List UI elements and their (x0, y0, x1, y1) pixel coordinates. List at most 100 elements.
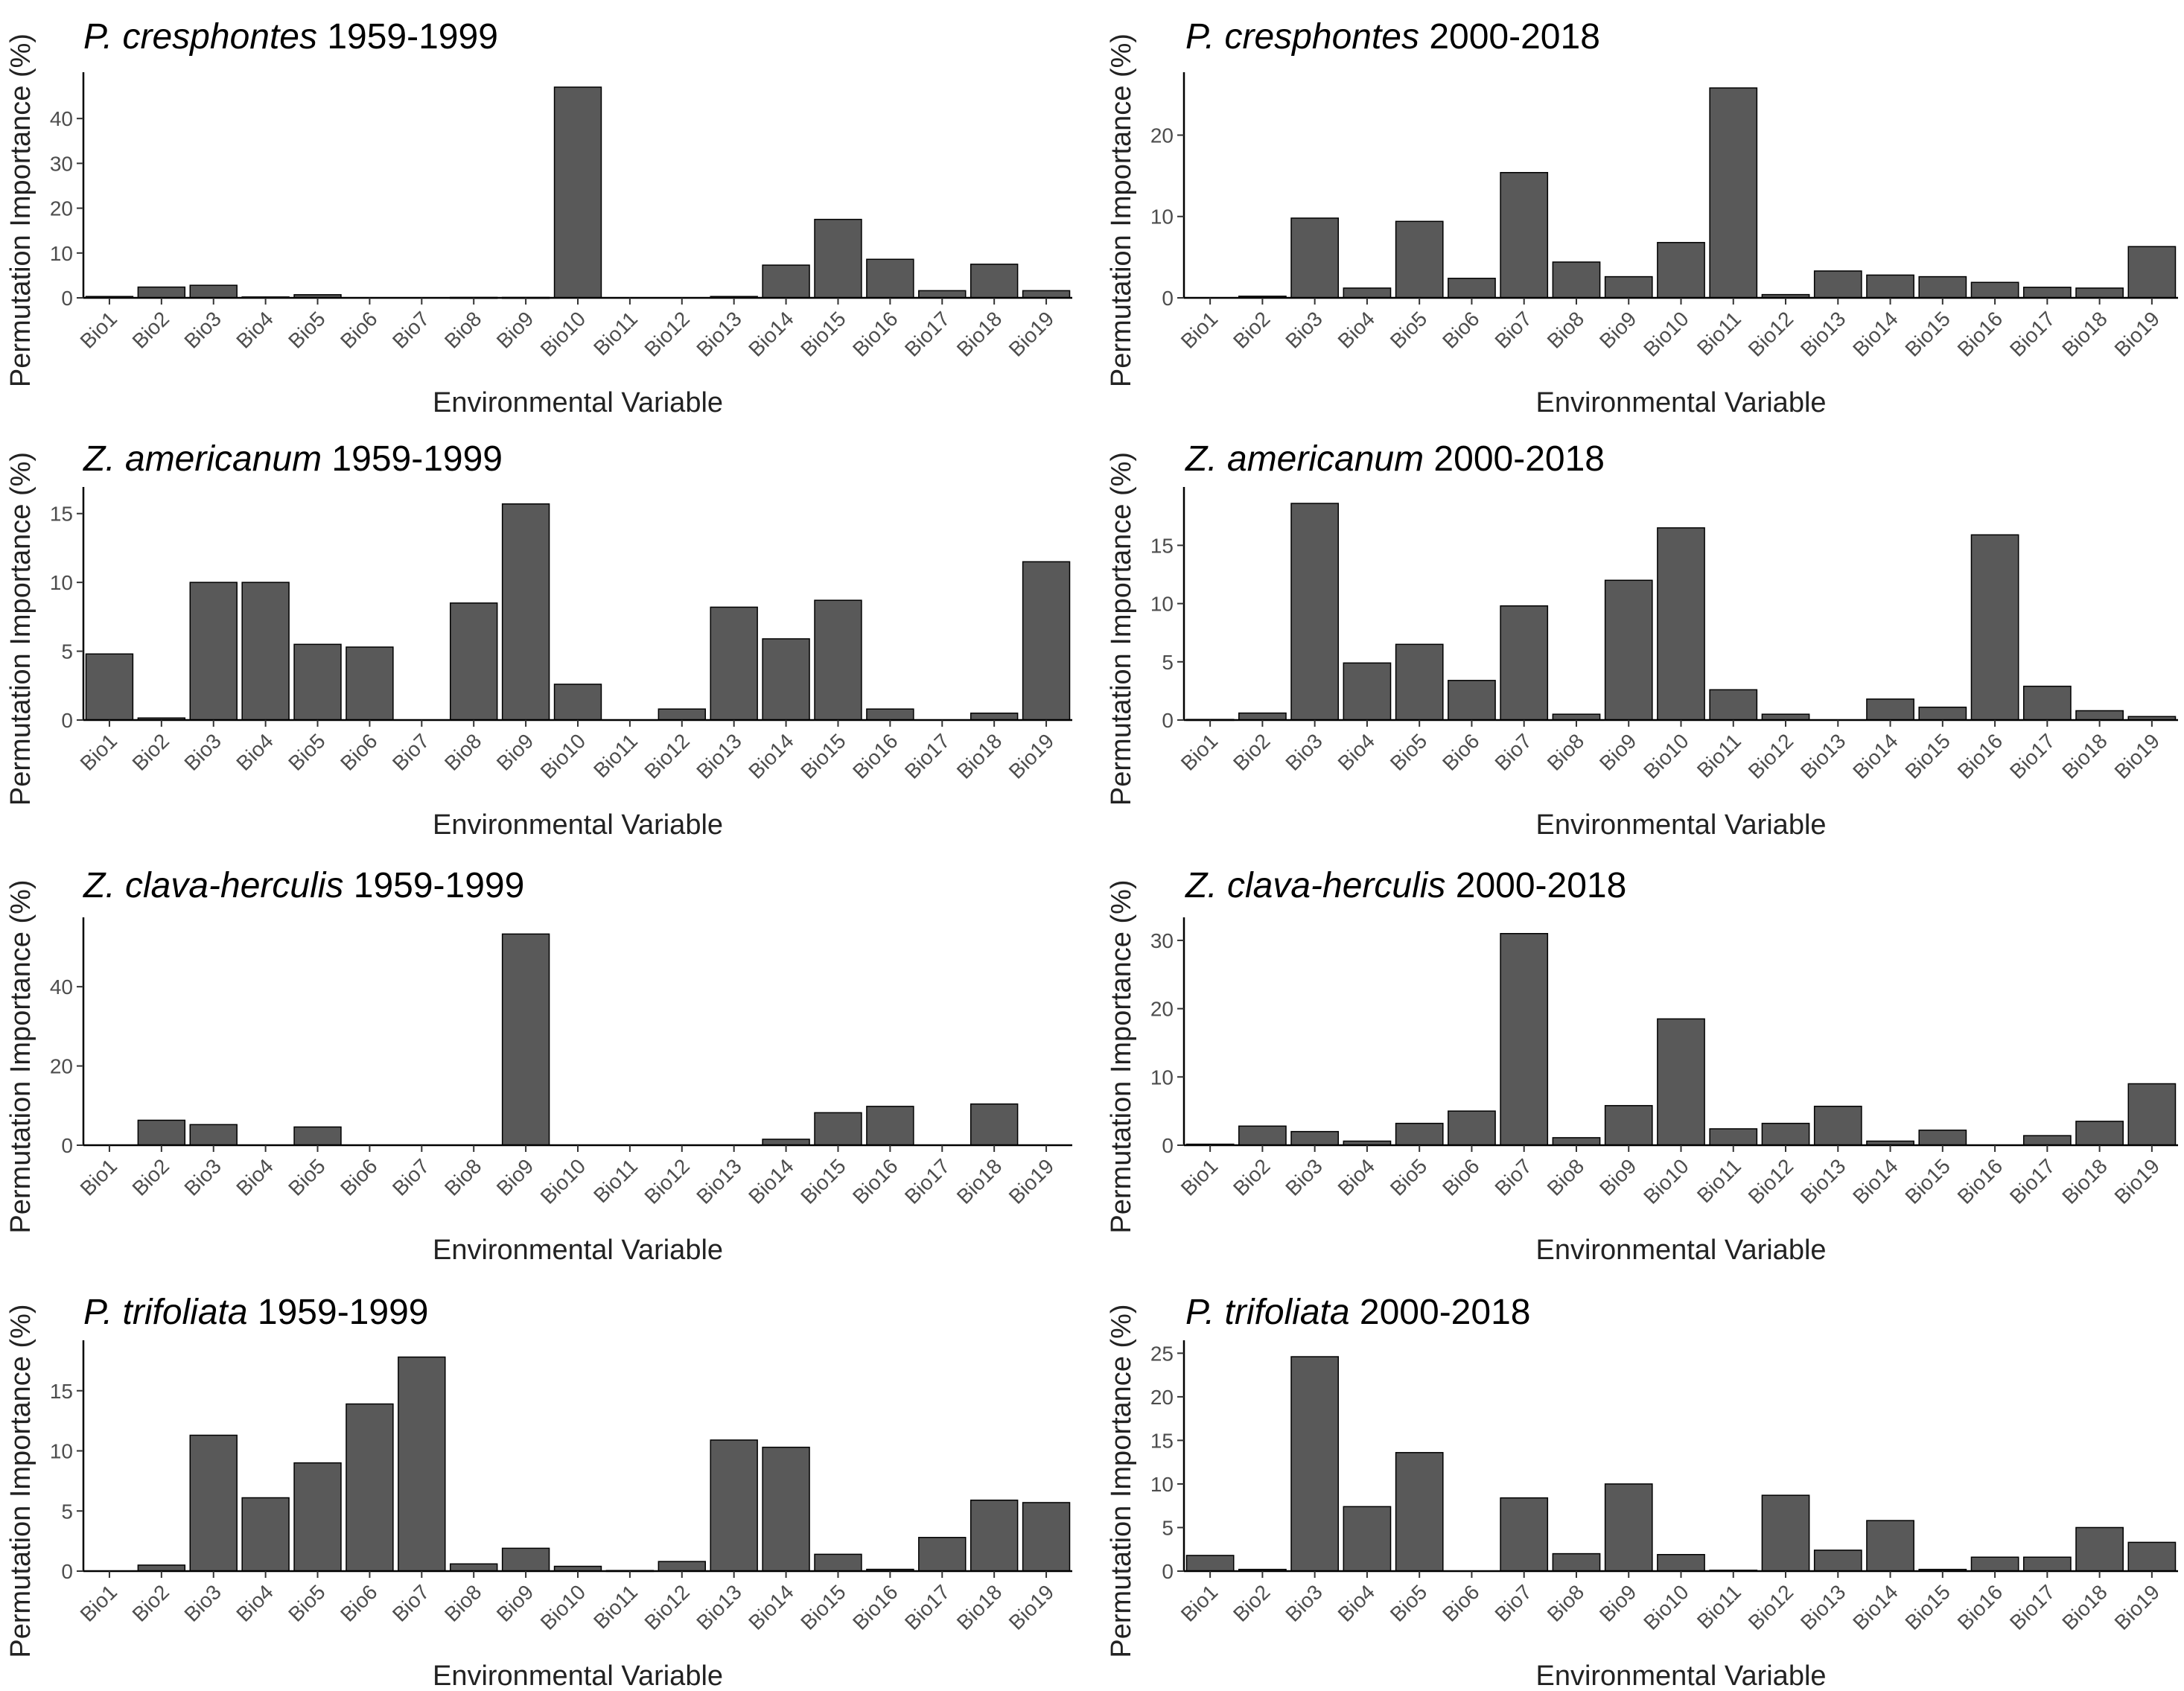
bar-bio18 (970, 264, 1019, 299)
bar-bio12 (658, 708, 707, 721)
bar-bio9 (1604, 579, 1653, 721)
species-name: P. cresphontes (83, 17, 317, 57)
x-tick-label: Bio9 (492, 729, 538, 775)
bar-bio18 (2075, 1526, 2124, 1572)
y-axis-title: Permutation Importance (%) (5, 879, 36, 1233)
bar-bio10 (1657, 1018, 1705, 1146)
x-tick-label: Bio16 (1953, 1154, 2008, 1208)
x-tick-label: Bio19 (2110, 729, 2165, 783)
bar-bio17 (2022, 1556, 2072, 1572)
x-tick-label: Bio16 (848, 729, 902, 783)
x-tick-label: Bio6 (1438, 729, 1484, 775)
bar-bio7 (1500, 605, 1549, 721)
x-tick-label: Bio19 (1005, 307, 1059, 361)
x-tick-label: Bio6 (336, 1580, 382, 1626)
x-tick-label: Bio7 (388, 1580, 434, 1626)
y-axis-title: Permutation Importance (%) (5, 1304, 36, 1657)
x-tick-label: Bio3 (1281, 1154, 1327, 1200)
x-tick-label: Bio15 (1900, 307, 1955, 361)
y-tick-label: 25 (1150, 1342, 1174, 1365)
y-tick-label: 20 (1150, 998, 1174, 1021)
bar-bio9 (501, 1547, 550, 1572)
x-tick-label: Bio15 (1900, 1580, 1955, 1634)
y-tick-label: 0 (1162, 709, 1174, 732)
panel-title: P. cresphontes 1959-1999 (83, 17, 498, 57)
bar-bio8 (1552, 261, 1601, 299)
bar-bio9 (501, 933, 550, 1146)
x-axis-title: Environmental Variable (1535, 809, 1826, 841)
x-tick-label: Bio6 (336, 1154, 382, 1200)
bar-bio3 (1290, 217, 1340, 299)
x-tick-label: Bio6 (1438, 1154, 1484, 1200)
x-tick-label: Bio19 (2110, 307, 2165, 361)
x-tick-label: Bio18 (2057, 1580, 2112, 1634)
bar-bio14 (762, 638, 810, 721)
y-tick-label: 5 (61, 640, 73, 663)
x-tick-label: Bio17 (2005, 1580, 2060, 1634)
bar-bio3 (1290, 1356, 1340, 1572)
x-tick-label: Bio10 (536, 1154, 590, 1208)
bar-bio5 (1395, 1122, 1444, 1146)
bar-bio8 (450, 1563, 498, 1572)
x-axis-title: Environmental Variable (433, 809, 723, 841)
y-tick-label: 10 (1150, 1473, 1174, 1496)
x-tick-label: Bio19 (1005, 1154, 1059, 1208)
bar-bio17 (2022, 685, 2072, 721)
x-tick-label: Bio18 (952, 1154, 1007, 1208)
x-tick-label: Bio8 (440, 729, 486, 775)
x-tick-label: Bio2 (1229, 1580, 1275, 1626)
x-tick-label: Bio3 (1281, 1580, 1327, 1626)
x-tick-label: Bio14 (1848, 307, 1903, 361)
bar-bio19 (2127, 246, 2177, 299)
y-tick-label: 0 (1162, 1134, 1174, 1157)
bar-bio9 (1604, 1483, 1653, 1572)
y-tick-label: 5 (1162, 651, 1174, 674)
species-name: Z. clava-herculis (83, 866, 343, 905)
y-axis-title: Permutation Importance (%) (1106, 879, 1137, 1233)
bar-bio19 (1022, 561, 1071, 721)
y-tick-label: 10 (1150, 1066, 1174, 1089)
bar-bio2 (1238, 1125, 1287, 1146)
x-tick-label: Bio10 (1639, 307, 1693, 361)
y-axis-title: Permutation Importance (%) (1106, 34, 1137, 387)
x-tick-label: Bio4 (232, 307, 278, 353)
x-tick-label: Bio11 (589, 307, 642, 360)
x-tick-label: Bio9 (1595, 1154, 1641, 1200)
y-tick-label: 0 (61, 709, 73, 732)
x-tick-label: Bio17 (2005, 729, 2060, 783)
x-tick-label: Bio17 (900, 729, 955, 783)
chart-panel-5: Z. clava-herculis 1959-1999 0 20 40 Bio1 Bio2… (5, 866, 1072, 1266)
bar-bio15 (814, 1112, 862, 1146)
x-tick-label: Bio18 (952, 1580, 1007, 1634)
y-tick-label: 15 (1150, 534, 1174, 557)
x-tick-label: Bio11 (1693, 1154, 1745, 1207)
x-tick-label: Bio1 (1177, 1154, 1223, 1200)
species-name: Z. americanum (83, 439, 322, 479)
panel-title: Z. clava-herculis 2000-2018 (1185, 866, 1626, 905)
x-tick-label: Bio4 (232, 1580, 278, 1626)
bar-bio10 (553, 684, 602, 721)
y-tick-label: 10 (50, 242, 73, 265)
bar-bio7 (398, 1356, 446, 1572)
bar-bio2 (137, 286, 186, 299)
x-tick-label: Bio6 (1438, 1580, 1484, 1626)
x-tick-label: Bio5 (1386, 307, 1432, 353)
x-tick-label: Bio19 (1005, 1580, 1059, 1634)
x-tick-label: Bio9 (492, 1154, 538, 1200)
x-tick-label: Bio16 (1953, 307, 2008, 361)
x-tick-label: Bio16 (1953, 729, 2008, 783)
x-tick-label: Bio7 (1490, 1154, 1536, 1200)
bar-bio19 (2127, 1083, 2177, 1146)
x-tick-label: Bio5 (284, 1580, 330, 1626)
x-axis-title: Environmental Variable (1535, 1660, 1826, 1691)
x-tick-label: Bio2 (1229, 729, 1275, 775)
x-tick-label: Bio2 (128, 307, 174, 353)
species-name: P. cresphontes (1185, 17, 1419, 57)
panel-title: Z. americanum 2000-2018 (1185, 439, 1605, 479)
x-tick-label: Bio16 (848, 1580, 902, 1634)
bar-bio10 (1657, 241, 1705, 299)
period-label: 1959-1999 (343, 866, 524, 905)
y-tick-label: 15 (50, 1380, 73, 1403)
x-tick-label: Bio6 (1438, 307, 1484, 353)
